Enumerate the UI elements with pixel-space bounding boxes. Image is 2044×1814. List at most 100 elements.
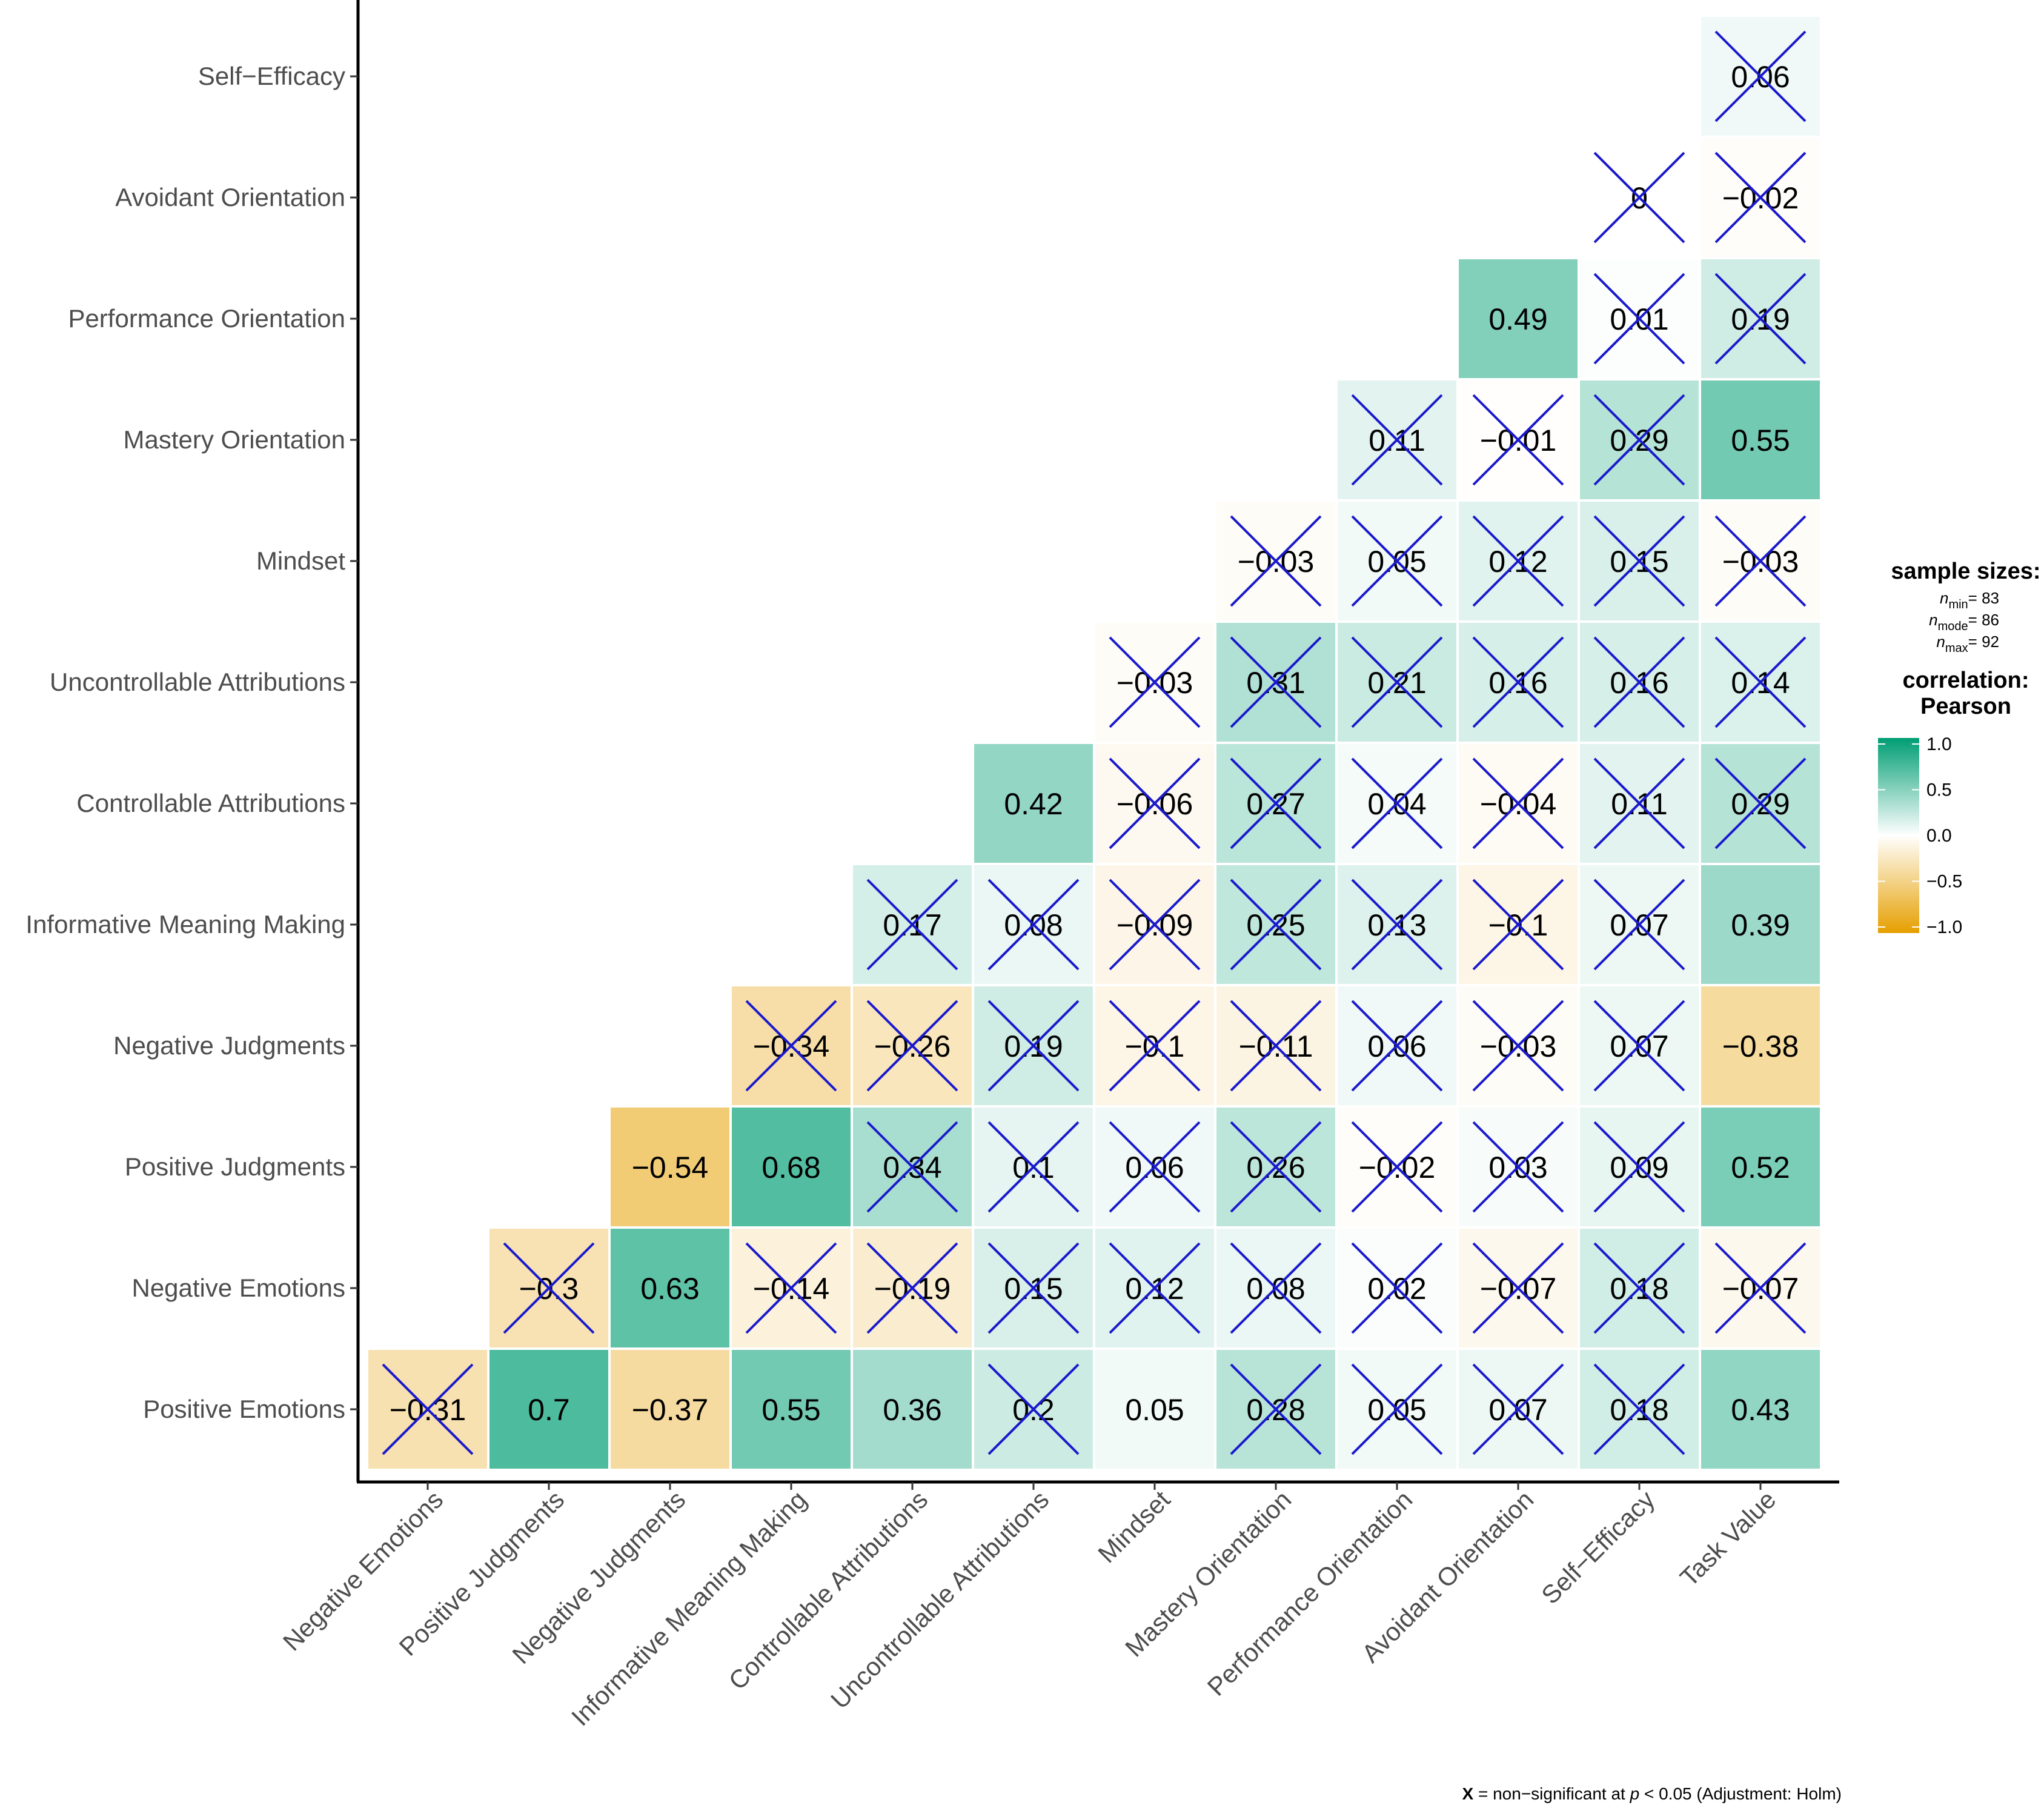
cell-avoidant-orientation-vs-mindset: 0.12 <box>1459 502 1578 620</box>
cell-mindset-vs-positive-emotions: 0.05 <box>1095 1350 1214 1469</box>
legend-ticks: 1.0 0.5 0.0 −0.5 −1.0 <box>1878 734 1962 937</box>
nonsig-cross-line <box>866 879 958 971</box>
nonsig-cross-line <box>987 1000 1080 1092</box>
cell-fill <box>1701 1108 1820 1226</box>
cell-task-value-vs-controllable-attributions: 0.29 <box>1701 744 1820 863</box>
nonsig-cross-line <box>1593 757 1685 849</box>
cell-value-label: 0.63 <box>640 1272 699 1306</box>
nonsig-cross-line <box>1593 636 1685 728</box>
nonsig-cross-line <box>866 1121 958 1213</box>
cell-self-efficacy-vs-negative-emotions: 0.18 <box>1580 1229 1699 1347</box>
cell-fill <box>1701 865 1820 984</box>
cell-task-value-vs-positive-judgments: 0.52 <box>1701 1108 1820 1226</box>
legend-tick-label: 1.0 <box>1926 734 1952 754</box>
caption-text-1: = non−significant at <box>1473 1784 1630 1803</box>
cell-uncontrollable-attributions-vs-controllable-attributions: 0.42 <box>974 744 1093 863</box>
y-tick-label-avoidant-orientation: Avoidant Orientation <box>115 183 345 211</box>
legend-tick-label: −0.5 <box>1926 872 1962 892</box>
nonsig-cross-line <box>1230 515 1322 607</box>
legend-n-mode: nmode= 86 <box>1929 611 1999 633</box>
cell-informative-meaning-making-vs-positive-judgments: 0.68 <box>732 1108 851 1226</box>
cell-value-label: 0.55 <box>1731 424 1790 457</box>
cell-avoidant-orientation-vs-negative-judgments: −0.03 <box>1459 986 1578 1105</box>
axes <box>350 0 1839 1490</box>
cell-mastery-orientation-vs-negative-judgments: −0.11 <box>1216 986 1335 1105</box>
cell-positive-judgments-vs-negative-emotions: −0.3 <box>489 1229 608 1347</box>
cell-self-efficacy-vs-avoidant-orientation: 0 <box>1580 138 1699 257</box>
nonsig-cross-line <box>1230 636 1322 728</box>
nonsig-cross-line <box>1472 757 1564 849</box>
cell-self-efficacy-vs-negative-judgments: 0.07 <box>1580 986 1699 1105</box>
cell-self-efficacy-vs-informative-meaning-making: 0.07 <box>1580 865 1699 984</box>
legend-tick-label: 0.5 <box>1926 780 1952 800</box>
nonsig-cross-line <box>1714 515 1807 607</box>
n-mode-base: n <box>1929 611 1937 629</box>
cell-avoidant-orientation-vs-informative-meaning-making: −0.1 <box>1459 865 1578 984</box>
y-tick-label-mastery-orientation: Mastery Orientation <box>124 425 345 454</box>
n-max-value: = 92 <box>1968 633 1999 651</box>
cell-value-label: 0.49 <box>1488 302 1547 336</box>
cell-avoidant-orientation-vs-performance-orientation: 0.49 <box>1459 259 1578 378</box>
cell-fill <box>1701 1350 1820 1469</box>
y-tick-label-negative-judgments: Negative Judgments <box>113 1031 345 1060</box>
cell-mastery-orientation-vs-positive-judgments: 0.26 <box>1216 1108 1335 1226</box>
nonsig-cross-line <box>1230 1000 1322 1092</box>
cell-task-value-vs-negative-emotions: −0.07 <box>1701 1229 1820 1347</box>
n-min-sub: min <box>1948 598 1968 611</box>
y-tick-label-mindset: Mindset <box>256 547 345 575</box>
cell-fill <box>489 1350 608 1469</box>
cell-task-value-vs-mindset: −0.03 <box>1701 502 1820 620</box>
cell-mindset-vs-uncontrollable-attributions: −0.03 <box>1095 623 1214 742</box>
legend-tick-label: −1.0 <box>1926 917 1962 937</box>
cell-performance-orientation-vs-positive-emotions: 0.05 <box>1338 1350 1456 1469</box>
n-max-base: n <box>1936 633 1945 651</box>
x-tick-label-task-value: Task Value <box>1674 1485 1781 1592</box>
cell-value-label: −0.37 <box>632 1393 709 1427</box>
nonsig-cross-line <box>1472 1242 1564 1334</box>
y-axis-labels: Positive Emotions Negative Emotions Positi… <box>25 62 345 1423</box>
nonsig-cross-line <box>1351 1363 1443 1455</box>
nonsig-cross-line <box>1109 1000 1201 1092</box>
nonsig-cross-line <box>1472 879 1564 971</box>
cell-value-label: −0.54 <box>632 1151 709 1184</box>
cell-negative-judgments-vs-positive-judgments: −0.54 <box>611 1108 729 1226</box>
y-tick-label-controllable-attributions: Controllable Attributions <box>76 789 345 817</box>
caption-x: X <box>1462 1784 1474 1803</box>
cell-fill <box>1095 1350 1214 1469</box>
cell-task-value-vs-self-efficacy: 0.06 <box>1701 17 1820 136</box>
nonsig-cross-line <box>1593 1121 1685 1213</box>
nonsig-cross-line <box>1351 1242 1443 1334</box>
nonsig-cross-line <box>1593 1363 1685 1455</box>
caption-p: p <box>1630 1784 1640 1803</box>
cell-negative-emotions-vs-positive-emotions: −0.31 <box>368 1350 487 1469</box>
cell-value-label: 0.39 <box>1731 908 1790 942</box>
x-tick-label-performance-orientation: Performance Orientation <box>1202 1485 1418 1701</box>
nonsig-cross-line <box>1593 273 1685 365</box>
cell-uncontrollable-attributions-vs-negative-emotions: 0.15 <box>974 1229 1093 1347</box>
cell-avoidant-orientation-vs-positive-judgments: 0.03 <box>1459 1108 1578 1226</box>
cell-mindset-vs-negative-judgments: −0.1 <box>1095 986 1214 1105</box>
cell-value-label: 0.68 <box>762 1151 820 1184</box>
nonsig-cross-line <box>1472 515 1564 607</box>
nonsig-cross-line <box>1109 1242 1201 1334</box>
nonsig-cross-line <box>1109 757 1201 849</box>
cell-informative-meaning-making-vs-positive-emotions: 0.55 <box>732 1350 851 1469</box>
cell-mindset-vs-informative-meaning-making: −0.09 <box>1095 865 1214 984</box>
cell-performance-orientation-vs-controllable-attributions: 0.04 <box>1338 744 1456 863</box>
cell-uncontrollable-attributions-vs-informative-meaning-making: 0.08 <box>974 865 1093 984</box>
cell-avoidant-orientation-vs-uncontrollable-attributions: 0.16 <box>1459 623 1578 742</box>
x-tick-label-mindset: Mindset <box>1092 1485 1175 1568</box>
nonsig-cross-line <box>1714 1242 1807 1334</box>
nonsig-cross-line <box>503 1242 595 1334</box>
cell-performance-orientation-vs-positive-judgments: −0.02 <box>1338 1108 1456 1226</box>
nonsig-cross-line <box>987 1242 1080 1334</box>
cell-task-value-vs-positive-emotions: 0.43 <box>1701 1350 1820 1469</box>
nonsig-cross-line <box>866 1242 958 1334</box>
legend-correlation-method: Pearson <box>1920 694 2011 719</box>
legend-correlation-title: correlation: <box>1902 668 2029 693</box>
cell-informative-meaning-making-vs-negative-judgments: −0.34 <box>732 986 851 1105</box>
nonsig-cross-line <box>1714 151 1807 244</box>
cell-self-efficacy-vs-positive-emotions: 0.18 <box>1580 1350 1699 1469</box>
nonsig-cross-line <box>1230 1242 1322 1334</box>
